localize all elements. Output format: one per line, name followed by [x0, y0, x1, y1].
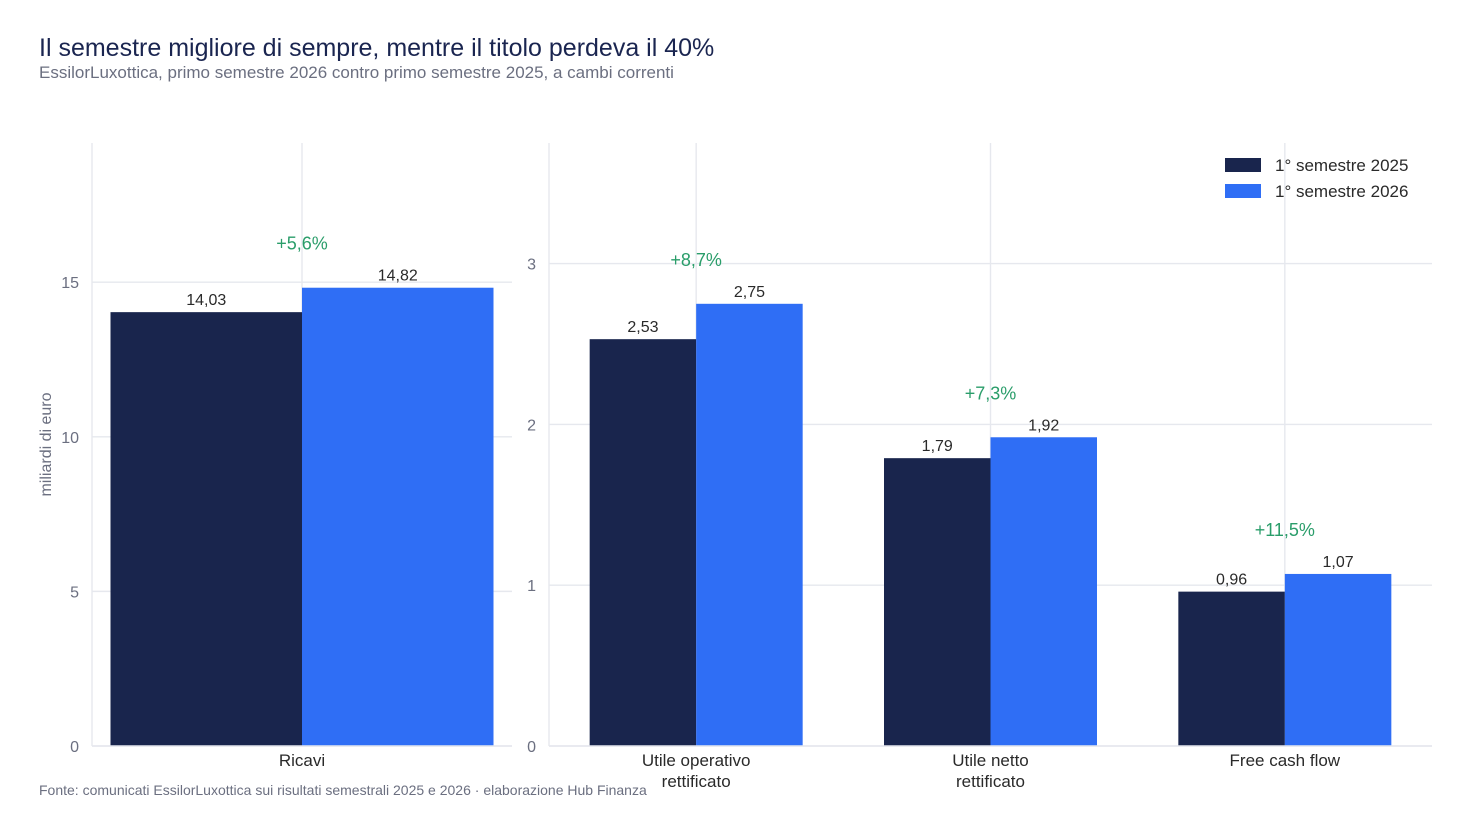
change-label: +8,7%: [670, 250, 722, 270]
legend-swatch: [1225, 184, 1261, 198]
bar-2025: [589, 339, 697, 746]
y-tick-label: 10: [61, 430, 79, 447]
bar-value-label: 2,75: [734, 284, 765, 301]
source-note: Fonte: comunicati EssilorLuxottica sui r…: [39, 782, 647, 798]
bar-2025: [110, 312, 302, 746]
y-tick-label: 2: [527, 417, 536, 434]
y-axis-title: miliardi di euro: [38, 392, 55, 496]
legend-label: 1° semestre 2026: [1275, 182, 1408, 201]
bar-2026: [990, 437, 1097, 746]
bar-value-label: 2,53: [627, 319, 658, 336]
y-tick-label: 15: [61, 275, 79, 292]
bar-2025: [1178, 591, 1285, 746]
bar-2026: [302, 287, 494, 746]
bar-value-label: 0,96: [1216, 572, 1247, 589]
bar-value-label: 1,07: [1323, 554, 1354, 571]
y-tick-label: 1: [527, 578, 536, 595]
x-tick-label: Utile netto rettificato: [952, 751, 1029, 791]
chart-title: Il semestre migliore di sempre, mentre i…: [39, 34, 715, 62]
bar-2026: [696, 303, 803, 746]
x-tick-label: Utile operativo rettificato: [642, 751, 751, 791]
y-tick-label: 5: [70, 584, 79, 601]
x-tick-label: Ricavi: [279, 751, 325, 770]
legend-swatch: [1225, 158, 1261, 172]
bar-value-label: 14,03: [186, 292, 226, 309]
bar-value-label: 14,82: [378, 268, 418, 285]
change-label: +11,5%: [1255, 520, 1315, 540]
bar-2025: [884, 458, 991, 746]
bar-value-label: 1,92: [1028, 417, 1059, 434]
change-label: +5,6%: [276, 234, 328, 254]
y-tick-label: 0: [527, 739, 536, 756]
chart-subtitle: EssilorLuxottica, primo semestre 2026 co…: [39, 63, 674, 82]
change-label: +7,3%: [965, 383, 1017, 403]
legend-label: 1° semestre 2025: [1275, 156, 1408, 175]
y-tick-label: 3: [527, 257, 536, 274]
y-tick-label: 0: [70, 739, 79, 756]
x-tick-label: Free cash flow: [1230, 751, 1341, 770]
bar-value-label: 1,79: [922, 438, 953, 455]
bar-2026: [1284, 573, 1392, 746]
